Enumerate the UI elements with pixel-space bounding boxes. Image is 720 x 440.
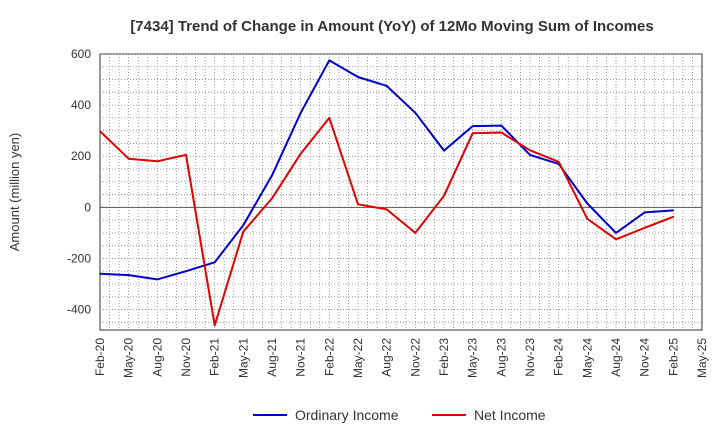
y-tick-label: -200 [67, 251, 91, 265]
x-tick-label: Aug-23 [494, 338, 508, 377]
y-tick-label: 400 [71, 98, 91, 112]
data-point [156, 160, 159, 163]
data-point [414, 232, 417, 234]
x-tick-label: Feb-22 [322, 338, 336, 376]
legend-label: Net Income [474, 407, 546, 423]
data-point [672, 209, 675, 212]
x-tick-label: Feb-21 [208, 338, 222, 376]
x-tick-label: May-25 [695, 338, 709, 378]
data-point [643, 226, 646, 229]
x-tick-label: Feb-20 [93, 338, 107, 376]
plot-area: 600 400 200 0 -200 -400 Feb-20 May-20 Aug-20 Nov-… [67, 47, 709, 378]
data-point [357, 203, 359, 206]
data-point [271, 197, 273, 200]
data-point [99, 130, 101, 132]
data-point [529, 149, 531, 152]
data-point [557, 161, 560, 163]
data-point [328, 117, 331, 119]
y-axis-title: Amount (million yen) [7, 133, 22, 252]
y-tick-label: 0 [84, 200, 91, 214]
x-tick-label: May-22 [351, 338, 365, 378]
x-tick-label: May-24 [580, 338, 594, 378]
data-point [127, 274, 130, 276]
x-tick-label: Nov-23 [523, 338, 537, 377]
data-point [471, 125, 474, 127]
data-point [615, 238, 617, 241]
data-point [185, 270, 187, 273]
data-point [443, 195, 445, 197]
data-point [242, 224, 245, 227]
data-point [586, 218, 589, 220]
data-point [500, 131, 503, 134]
x-tick-label: Nov-20 [179, 338, 193, 377]
x-tick-label: Aug-22 [380, 338, 394, 377]
data-point [529, 154, 531, 156]
x-tick-label: Aug-24 [609, 338, 623, 377]
data-point [385, 208, 388, 211]
x-tick-label: May-21 [236, 338, 250, 378]
data-point [213, 324, 216, 327]
y-tick-label: 600 [71, 47, 91, 61]
x-tick-label: Feb-23 [437, 338, 451, 376]
y-tick-label: 200 [71, 149, 91, 163]
data-point [213, 261, 216, 264]
plot-frame [99, 53, 703, 331]
data-point [643, 211, 646, 214]
chart-title: [7434] Trend of Change in Amount (YoY) o… [130, 18, 653, 35]
data-point [414, 111, 417, 114]
y-tick-label: -400 [67, 303, 91, 317]
legend: Ordinary Income Net Income [253, 407, 546, 423]
data-point [99, 272, 101, 275]
x-tick-label: May-20 [122, 338, 136, 378]
x-tick-label: Nov-22 [408, 338, 422, 377]
x-tick-label: Aug-20 [150, 338, 164, 377]
data-point [127, 157, 130, 160]
data-point [615, 232, 617, 234]
data-point [242, 230, 245, 233]
data-point [156, 278, 159, 281]
data-point [328, 59, 331, 62]
x-tick-label: Feb-25 [666, 338, 680, 376]
data-point [471, 132, 474, 135]
legend-label: Ordinary Income [295, 407, 399, 423]
data-point [299, 152, 302, 155]
data-point [385, 85, 388, 87]
x-tick-label: Aug-21 [265, 338, 279, 377]
data-point [500, 124, 503, 127]
data-point [271, 174, 273, 177]
data-point [586, 202, 589, 205]
data-point [299, 111, 302, 114]
x-tick-label: Nov-21 [294, 338, 308, 377]
data-point [357, 76, 359, 78]
data-point [443, 149, 445, 152]
data-point [185, 154, 187, 156]
x-tick-label: Nov-24 [638, 338, 652, 377]
x-tick-label: May-23 [466, 338, 480, 378]
x-tick-label: Feb-24 [552, 338, 566, 376]
data-point [672, 215, 675, 218]
